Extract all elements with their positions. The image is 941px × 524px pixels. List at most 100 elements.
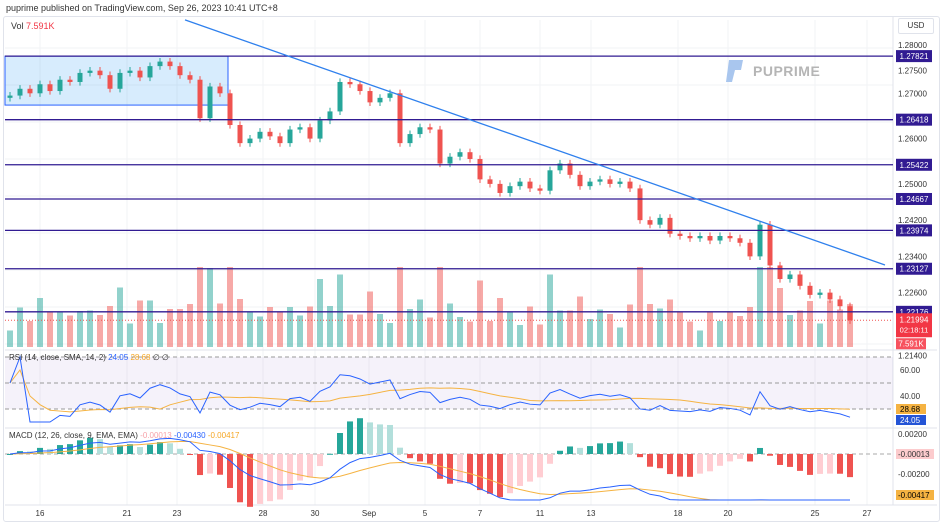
macd-histogram-bar (287, 454, 293, 490)
candle-body (47, 84, 53, 92)
candle-body (487, 179, 493, 184)
macd-histogram-bar (317, 454, 323, 467)
candle-body (57, 79, 63, 92)
candle-body (317, 120, 323, 139)
macd-histogram-bar (337, 432, 343, 454)
macd-signal-value: -0.00417 (207, 431, 240, 440)
macd-histogram-bar (517, 454, 523, 486)
candle-body (647, 220, 653, 225)
currency-button[interactable]: USD (898, 18, 934, 34)
rsi-sma-value: 28.68 (130, 353, 151, 362)
volume-bar (807, 301, 813, 347)
volume-bar (207, 268, 213, 347)
macd-histogram-bar (847, 454, 853, 478)
macd-histogram-bar (307, 454, 313, 478)
macd-histogram-bar (417, 454, 423, 462)
macd-name: MACD (12, 26, close, 9, EMA, EMA) (9, 431, 138, 440)
time-tick: 28 (259, 509, 268, 518)
volume-bar (117, 287, 123, 347)
macd-histogram-bar (387, 424, 393, 454)
candle-body (447, 156, 453, 164)
macd-histogram-bar (747, 454, 753, 462)
candle-body (537, 188, 543, 191)
macd-histogram-bar (57, 445, 63, 454)
volume-bar (557, 310, 563, 347)
volume-bar (287, 307, 293, 347)
rsi-legend[interactable]: RSI (14, close, SMA, 14, 2) 24.05 28.68 … (9, 353, 169, 362)
macd-histogram-bar (267, 454, 273, 502)
candle-body (657, 217, 663, 225)
rsi-sma-badge-label: 28.68 (900, 405, 921, 414)
candle-body (597, 179, 603, 182)
volume-legend: Vol 7.591K (11, 21, 55, 31)
macd-histogram-bar (797, 454, 803, 471)
macd-histogram-bar (807, 454, 813, 475)
volume-badge-label: 7.591K (898, 339, 924, 348)
rsi-value: 24.05 (108, 353, 129, 362)
candle-body (387, 93, 393, 98)
level-badge (896, 50, 932, 63)
macd-histogram-bar (377, 424, 383, 454)
macd-histogram-bar (767, 454, 773, 456)
macd-histogram-bar (757, 447, 763, 454)
volume-bar (137, 300, 143, 347)
volume-bar (757, 267, 763, 347)
volume-bar (447, 303, 453, 347)
macd-histogram-bar (667, 454, 673, 475)
candle-body (197, 79, 203, 119)
volume-bar (787, 315, 793, 347)
time-tick: 20 (724, 509, 733, 518)
price-tick: 1.23400 (898, 252, 927, 261)
volume-bar (467, 321, 473, 347)
candle-body (517, 181, 523, 187)
candle-body (217, 86, 223, 94)
macd-histogram-bar (157, 442, 163, 454)
macd-histogram-bar (177, 448, 183, 454)
macd-tick: -0.00200 (898, 470, 930, 479)
macd-histogram-bar (587, 446, 593, 454)
macd-legend[interactable]: MACD (12, 26, close, 9, EMA, EMA) -0.000… (9, 431, 239, 440)
volume-bar (327, 306, 333, 347)
macd-histogram-bar (677, 454, 683, 477)
candle-body (297, 127, 303, 130)
candle-body (547, 170, 553, 191)
candle-body (777, 265, 783, 280)
macd-histogram-bar (207, 454, 213, 474)
volume-bar (747, 307, 753, 347)
candle-body (257, 131, 263, 139)
level-badge (896, 158, 932, 171)
candle-body (797, 274, 803, 286)
candle-body (727, 235, 733, 239)
candle-body (377, 97, 383, 103)
candle-body (607, 179, 613, 184)
macd-hist-value: -0.00013 (140, 431, 172, 440)
volume-bar (17, 307, 23, 347)
candle-body (37, 84, 43, 94)
candle-body (187, 75, 193, 80)
volume-bar (597, 309, 603, 347)
volume-bar (837, 309, 843, 347)
time-tick: 16 (36, 509, 45, 518)
candle-body (337, 81, 343, 112)
macd-histogram-bar (427, 454, 433, 464)
volume-bar (227, 267, 233, 347)
volume-bar (727, 311, 733, 347)
macd-histogram-bar (607, 443, 613, 454)
macd-histogram-bar (697, 454, 703, 474)
volume-bar (507, 311, 513, 347)
volume-bar (637, 267, 643, 347)
volume-bar (87, 310, 93, 347)
level-badge (896, 192, 932, 205)
volume-bar (357, 314, 363, 347)
macd-histogram-bar (547, 454, 553, 464)
volume-bar (67, 315, 73, 347)
last-price-badge (896, 313, 932, 338)
macd-histogram-bar (237, 454, 243, 503)
macd-histogram-bar (717, 454, 723, 466)
candle-body (837, 299, 843, 307)
volume-bar (257, 316, 263, 347)
candle-body (477, 158, 483, 180)
macd-histogram-bar (197, 454, 203, 476)
volume-bar (737, 316, 743, 347)
